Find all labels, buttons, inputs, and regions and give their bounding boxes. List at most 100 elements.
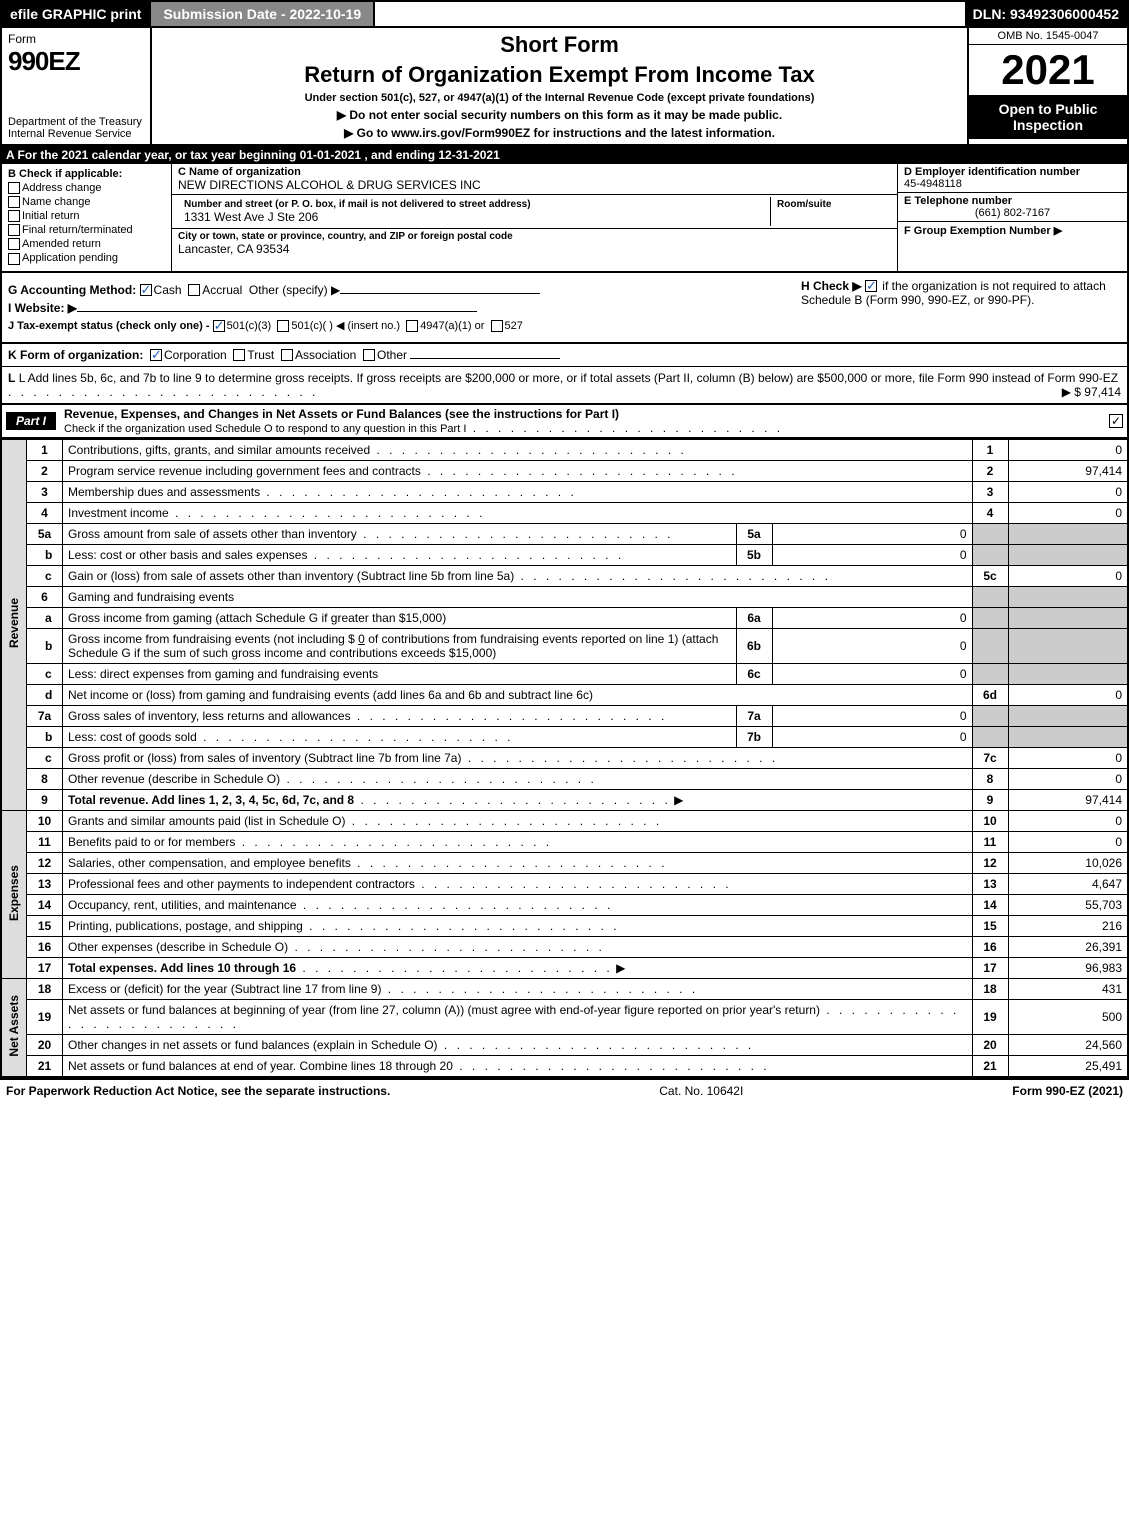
chk-pending[interactable]: Application pending [8,252,165,264]
k-assoc: Association [295,348,356,362]
k-other: Other [377,348,407,362]
rnum: 19 [972,999,1008,1034]
col-d: D Employer identification number 45-4948… [897,164,1127,271]
accrual-check[interactable] [188,284,200,296]
inline-val: 0 [772,663,972,684]
city: Lancaster, CA 93534 [178,242,891,256]
j-527: 527 [505,320,523,332]
website-field[interactable] [77,311,477,312]
desc: Gaming and fundraising events [63,586,973,607]
rnum: 17 [972,957,1008,978]
cash-check[interactable] [140,284,152,296]
expenses-side: Expenses [1,810,27,978]
row-a: A For the 2021 calendar year, or tax yea… [0,146,1129,164]
submission-date: Submission Date - 2022-10-19 [149,2,375,26]
chk-address[interactable]: Address change [8,182,165,194]
i-label: I Website: ▶ [8,301,77,315]
desc: Net income or (loss) from gaming and fun… [68,688,593,702]
val: 4,647 [1008,873,1128,894]
chk-amended[interactable]: Amended return [8,238,165,250]
k-assoc-check[interactable] [281,349,293,361]
goto-link[interactable]: ▶ Go to www.irs.gov/Form990EZ for instru… [160,126,959,140]
rnum: 13 [972,873,1008,894]
l-val: ▶ $ 97,414 [1062,385,1121,399]
other-field[interactable] [340,293,540,294]
val: 24,560 [1008,1034,1128,1055]
k-other-check[interactable] [363,349,375,361]
desc: Gain or (loss) from sale of assets other… [68,569,514,583]
ghi-left: G Accounting Method: Cash Accrual Other … [8,279,791,336]
j-4947-check[interactable] [406,320,418,332]
tel-label: E Telephone number [904,195,1121,207]
rnum: 3 [972,481,1008,502]
g-label: G Accounting Method: [8,283,136,297]
val: 0 [1008,481,1128,502]
val: 97,414 [1008,789,1128,810]
h-label: H Check ▶ [801,279,862,293]
val: 216 [1008,915,1128,936]
b-title: B Check if applicable: [8,168,165,180]
g-cash: Cash [154,283,182,297]
k-other-field[interactable] [410,358,560,359]
val: 0 [1008,768,1128,789]
chk-label: Application pending [22,252,118,264]
val: 25,491 [1008,1055,1128,1077]
desc: Gross profit or (loss) from sales of inv… [68,751,461,765]
revenue-side: Revenue [1,439,27,810]
city-label: City or town, state or province, country… [178,231,891,242]
line-desc: Contributions, gifts, grants, and simila… [63,439,973,460]
k-trust: Trust [247,348,274,362]
dept: Department of the Treasury Internal Reve… [8,116,144,140]
chk-final[interactable]: Final return/terminated [8,224,165,236]
tax-year: 2021 [969,45,1127,95]
i-row: I Website: ▶ [8,301,791,315]
tel: (661) 802-7167 [904,207,1121,219]
goto-text: ▶ Go to www.irs.gov/Form990EZ for instru… [344,126,775,140]
val: 0 [1008,439,1128,460]
j-501c3-check[interactable] [213,320,225,332]
val: 0 [1008,831,1128,852]
desc: Excess or (deficit) for the year (Subtra… [68,982,381,996]
ein-row: D Employer identification number 45-4948… [898,164,1127,193]
chk-initial[interactable]: Initial return [8,210,165,222]
val: 26,391 [1008,936,1128,957]
rnum: 7c [972,747,1008,768]
spacer [375,2,965,26]
topbar: efile GRAPHIC print Submission Date - 20… [0,0,1129,28]
part1-checkbox[interactable]: ✓ [1109,414,1123,428]
val: 431 [1008,978,1128,999]
footer-left: For Paperwork Reduction Act Notice, see … [6,1084,390,1098]
efile-label[interactable]: efile GRAPHIC print [2,2,149,26]
chk-label: Initial return [22,210,79,222]
desc: Professional fees and other payments to … [68,877,415,891]
k-corp-check[interactable] [150,349,162,361]
footer-right: Form 990-EZ (2021) [1012,1084,1123,1098]
j-501c-check[interactable] [277,320,289,332]
desc: Other changes in net assets or fund bala… [68,1038,438,1052]
rnum: 11 [972,831,1008,852]
h-box: H Check ▶ if the organization is not req… [791,279,1121,336]
section-bcd: B Check if applicable: Address change Na… [0,164,1129,273]
inline-lbl: 5a [736,523,772,544]
j-501c: 501(c)( ) ◀ (insert no.) [291,320,400,332]
inline-lbl: 7a [736,705,772,726]
form-number: 990EZ [8,46,144,77]
h-check[interactable] [865,280,877,292]
k-label: K Form of organization: [8,348,143,362]
rnum: 10 [972,810,1008,831]
desc: Less: cost or other basis and sales expe… [68,548,307,562]
j-row: J Tax-exempt status (check only one) - 5… [8,319,791,332]
desc: Occupancy, rent, utilities, and maintena… [68,898,297,912]
k-trust-check[interactable] [233,349,245,361]
j-501c3: 501(c)(3) [227,320,272,332]
open-public: Open to Public Inspection [969,95,1127,139]
dots [8,385,318,399]
j-527-check[interactable] [491,320,503,332]
part1-title: Revenue, Expenses, and Changes in Net As… [64,407,619,421]
netassets-side: Net Assets [1,978,27,1077]
ein: 45-4948118 [904,178,1121,190]
desc: Gross income from gaming (attach Schedul… [68,611,446,625]
chk-name[interactable]: Name change [8,196,165,208]
chk-label: Address change [22,182,102,194]
dln: DLN: 93492306000452 [965,2,1127,26]
